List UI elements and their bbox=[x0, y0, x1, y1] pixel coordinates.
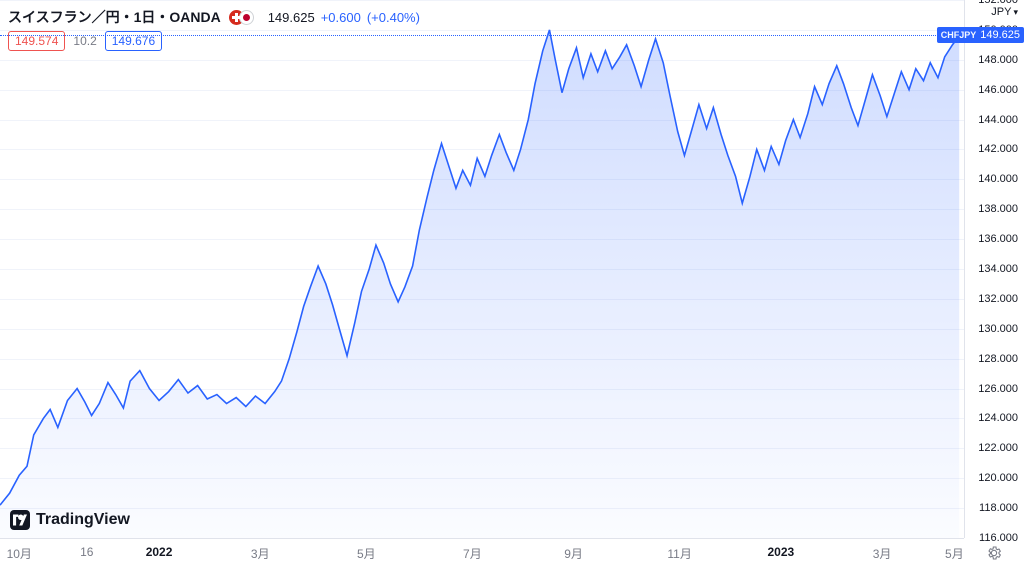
x-tick-label: 2023 bbox=[767, 545, 794, 559]
x-tick-label: 5月 bbox=[945, 545, 964, 562]
x-tick-label: 10月 bbox=[7, 545, 32, 562]
y-axis[interactable]: JPY ▾ 116.000118.000120.000122.000124.00… bbox=[964, 0, 1024, 538]
y-tick-label: 126.000 bbox=[978, 383, 1018, 395]
y-tick-label: 120.000 bbox=[978, 472, 1018, 484]
plot-area[interactable] bbox=[0, 0, 964, 538]
x-axis[interactable]: 10月 16 2022 3月 5月 7月 9月 11月 2023 3月 5月 bbox=[0, 538, 964, 568]
price-series bbox=[0, 0, 964, 538]
x-tick-label: 9月 bbox=[564, 545, 583, 562]
y-tick-label: 134.000 bbox=[978, 263, 1018, 275]
x-tick-label: 11月 bbox=[667, 545, 691, 562]
y-tick-label: 122.000 bbox=[978, 442, 1018, 454]
y-tick-label: 124.000 bbox=[978, 412, 1018, 424]
current-price-tag[interactable]: CHFJPY 149.625 bbox=[937, 27, 1024, 43]
current-price-value: 149.625 bbox=[980, 27, 1020, 43]
y-tick-label: 146.000 bbox=[978, 84, 1018, 96]
x-tick-label: 3月 bbox=[251, 545, 270, 562]
current-price-symbol: CHFJPY bbox=[941, 27, 977, 43]
y-tick-label: 132.000 bbox=[978, 293, 1018, 305]
y-tick-label: 130.000 bbox=[978, 323, 1018, 335]
x-tick-label: 2022 bbox=[146, 545, 173, 559]
y-tick-label: 144.000 bbox=[978, 114, 1018, 126]
y-tick-label: 142.000 bbox=[978, 143, 1018, 155]
x-tick-label: 7月 bbox=[463, 545, 482, 562]
tradingview-attribution[interactable]: TradingView bbox=[10, 510, 130, 530]
y-tick-label: 140.000 bbox=[978, 173, 1018, 185]
y-axis-title-text: JPY bbox=[991, 6, 1011, 18]
settings-button[interactable] bbox=[984, 543, 1004, 563]
chart-container: スイスフラン／円・1日・OANDA 149.625 +0.600 (+0.40%… bbox=[0, 0, 1024, 568]
tradingview-logo-icon bbox=[10, 510, 30, 530]
y-tick-label: 138.000 bbox=[978, 203, 1018, 215]
y-tick-label: 136.000 bbox=[978, 233, 1018, 245]
x-tick-label: 3月 bbox=[873, 545, 892, 562]
y-tick-label: 128.000 bbox=[978, 353, 1018, 365]
y-axis-currency-selector[interactable]: JPY ▾ bbox=[991, 6, 1018, 18]
x-tick-label: 5月 bbox=[357, 545, 376, 562]
x-tick-label: 16 bbox=[80, 545, 93, 559]
y-tick-label: 118.000 bbox=[979, 502, 1018, 514]
y-tick-label: 152.000 bbox=[978, 0, 1018, 6]
y-tick-label: 148.000 bbox=[978, 54, 1018, 66]
gear-icon bbox=[986, 545, 1002, 561]
attribution-text: TradingView bbox=[36, 511, 130, 529]
chevron-down-icon: ▾ bbox=[1013, 7, 1018, 18]
